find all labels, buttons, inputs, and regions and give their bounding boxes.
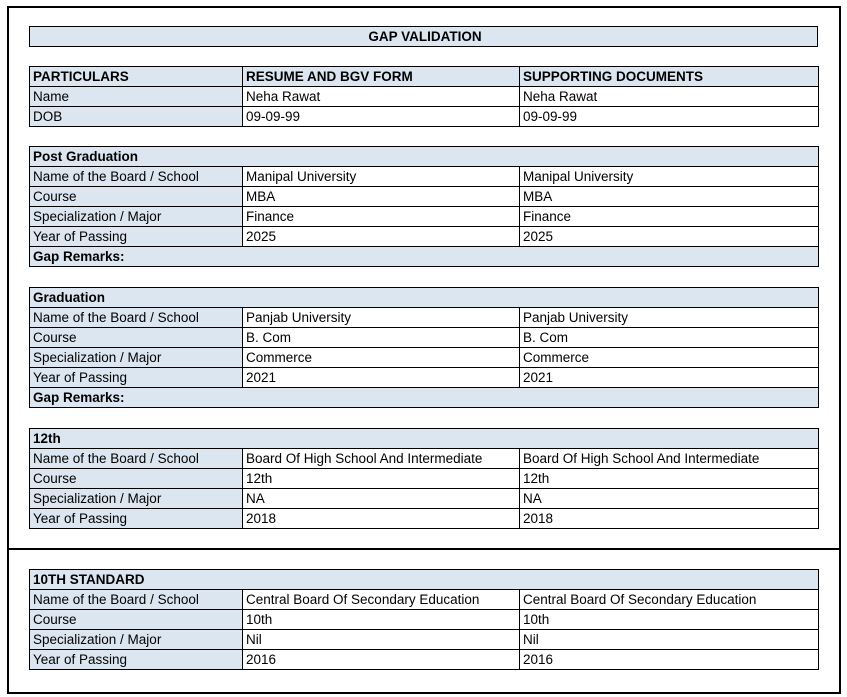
table-row: DOB 09-09-99 09-09-99: [29, 106, 819, 127]
section-table: Post Graduation Name of the Board / Scho…: [28, 146, 820, 267]
table-row: Specialization / Major NA NA: [29, 488, 820, 509]
table-row: Name Neha Rawat Neha Rawat: [29, 86, 819, 107]
row-label: Name of the Board / School: [29, 448, 243, 469]
table-row: Year of Passing 2025 2025: [29, 226, 820, 247]
section-table: 12th Name of the Board / School Board Of…: [28, 428, 820, 529]
docs-value: 09-09-99: [519, 106, 819, 127]
gap-remarks-row: Gap Remarks:: [28, 246, 820, 267]
docs-value: 10th: [518, 609, 820, 630]
table-row: Course MBA MBA: [29, 186, 820, 207]
table-row: Specialization / Major Nil Nil: [29, 629, 820, 650]
row-label: Name of the Board / School: [29, 589, 243, 610]
section-table: Graduation Name of the Board / School Pa…: [28, 287, 820, 408]
docs-value: Board Of High School And Intermediate: [518, 448, 820, 469]
row-label: Name of the Board / School: [29, 307, 243, 328]
table-row: Year of Passing 2016 2016: [29, 649, 820, 670]
section-heading-row: 10TH STANDARD: [28, 569, 820, 590]
row-label: Year of Passing: [29, 367, 243, 388]
gap-remarks-row: Gap Remarks:: [28, 387, 820, 408]
table-row: Course 12th 12th: [29, 468, 820, 489]
resume-value: Commerce: [242, 347, 520, 368]
table-row: Year of Passing 2021 2021: [29, 367, 820, 388]
docs-value: Nil: [518, 629, 820, 650]
docs-value: Neha Rawat: [519, 86, 819, 107]
row-label: Course: [29, 468, 243, 489]
resume-value: Central Board Of Secondary Education: [242, 589, 520, 610]
docs-value: Manipal University: [518, 166, 820, 187]
page-frame-bottom: [7, 548, 841, 694]
docs-value: Panjab University: [518, 307, 820, 328]
table-row: Name of the Board / School Central Board…: [29, 589, 820, 610]
resume-value: Board Of High School And Intermediate: [242, 448, 520, 469]
docs-value: 2018: [518, 508, 820, 529]
section-heading: 12th: [28, 428, 820, 449]
resume-value: NA: [242, 488, 520, 509]
row-label: Year of Passing: [29, 649, 243, 670]
resume-value: Finance: [242, 206, 520, 227]
row-label: DOB: [29, 106, 243, 127]
row-label: Specialization / Major: [29, 347, 243, 368]
column-header: RESUME AND BGV FORM: [242, 66, 520, 87]
row-label: Specialization / Major: [29, 488, 243, 509]
docs-value: Commerce: [518, 347, 820, 368]
docs-value: 2016: [518, 649, 820, 670]
resume-value: Neha Rawat: [242, 86, 520, 107]
table-row: Course B. Com B. Com: [29, 327, 820, 348]
row-label: Course: [29, 186, 243, 207]
row-label: Year of Passing: [29, 508, 243, 529]
table-row: Specialization / Major Finance Finance: [29, 206, 820, 227]
particulars-table: PARTICULARS RESUME AND BGV FORM SUPPORTI…: [29, 66, 819, 127]
resume-value: 10th: [242, 609, 520, 630]
row-label: Specialization / Major: [29, 629, 243, 650]
header-row: PARTICULARS RESUME AND BGV FORM SUPPORTI…: [29, 66, 819, 87]
table-row: Year of Passing 2018 2018: [29, 508, 820, 529]
section-heading-row: Post Graduation: [28, 146, 820, 167]
row-label: Name of the Board / School: [29, 166, 243, 187]
docs-value: 12th: [518, 468, 820, 489]
section-heading: Post Graduation: [28, 146, 820, 167]
column-header: SUPPORTING DOCUMENTS: [519, 66, 819, 87]
gap-remarks: Gap Remarks:: [28, 246, 820, 267]
docs-value: 2021: [518, 367, 820, 388]
resume-value: 2018: [242, 508, 520, 529]
table-row: Name of the Board / School Panjab Univer…: [29, 307, 820, 328]
resume-value: 2025: [242, 226, 520, 247]
resume-value: 09-09-99: [242, 106, 520, 127]
title-bar: GAP VALIDATION: [29, 26, 818, 47]
page-title: GAP VALIDATION: [29, 26, 818, 47]
docs-value: B. Com: [518, 327, 820, 348]
table-row: Course 10th 10th: [29, 609, 820, 630]
section-heading: 10TH STANDARD: [28, 569, 820, 590]
resume-value: B. Com: [242, 327, 520, 348]
resume-value: 2016: [242, 649, 520, 670]
resume-value: Manipal University: [242, 166, 520, 187]
row-label: Course: [29, 327, 243, 348]
gap-remarks: Gap Remarks:: [28, 387, 820, 408]
column-header: PARTICULARS: [29, 66, 243, 87]
resume-value: Panjab University: [242, 307, 520, 328]
row-label: Name: [29, 86, 243, 107]
docs-value: MBA: [518, 186, 820, 207]
resume-value: Nil: [242, 629, 520, 650]
section-heading-row: 12th: [28, 428, 820, 449]
docs-value: Finance: [518, 206, 820, 227]
table-row: Name of the Board / School Board Of High…: [29, 448, 820, 469]
docs-value: 2025: [518, 226, 820, 247]
row-label: Course: [29, 609, 243, 630]
docs-value: Central Board Of Secondary Education: [518, 589, 820, 610]
table-row: Specialization / Major Commerce Commerce: [29, 347, 820, 368]
resume-value: 12th: [242, 468, 520, 489]
section-heading: Graduation: [28, 287, 820, 308]
docs-value: NA: [518, 488, 820, 509]
resume-value: MBA: [242, 186, 520, 207]
table-row: Name of the Board / School Manipal Unive…: [29, 166, 820, 187]
row-label: Specialization / Major: [29, 206, 243, 227]
section-table: 10TH STANDARD Name of the Board / School…: [28, 569, 820, 670]
resume-value: 2021: [242, 367, 520, 388]
section-heading-row: Graduation: [28, 287, 820, 308]
row-label: Year of Passing: [29, 226, 243, 247]
